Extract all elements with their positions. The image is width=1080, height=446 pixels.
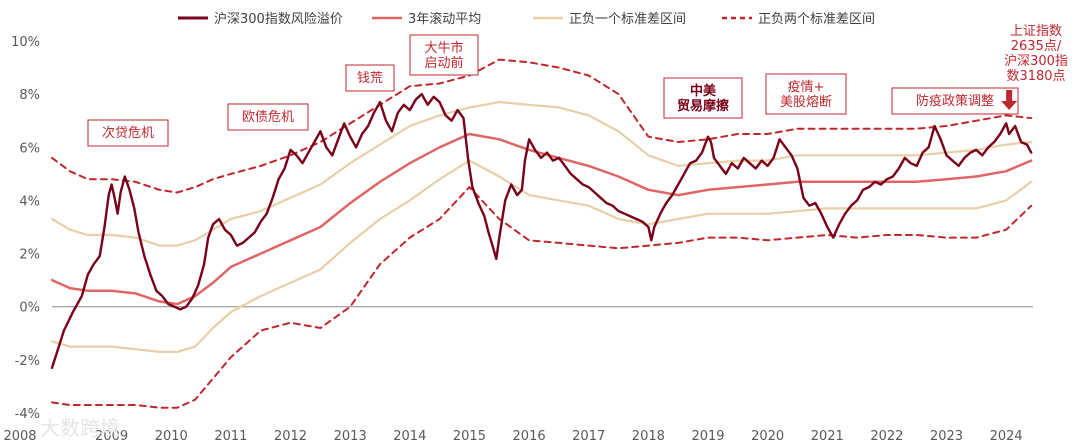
down-arrow-icon [1001, 90, 1018, 110]
band-one-sd-line [50, 101, 1033, 247]
annotation-text: 疫情+ [788, 79, 825, 95]
y-tick-label: 4% [19, 194, 40, 209]
y-tick-label: 10% [11, 35, 40, 50]
x-tick-label: 2009 [95, 429, 128, 444]
annotation-text: 上证指数 [1010, 24, 1062, 39]
x-tick-label: 2023 [930, 429, 963, 444]
annotation-text: 防疫政策调整 [916, 93, 994, 109]
annotation-box [227, 103, 309, 131]
annotation-text: 次贷危机 [102, 125, 154, 141]
x-tick-label: 2021 [811, 429, 844, 444]
x-tick-label: 2020 [751, 429, 784, 444]
band-one-sd-line [50, 159, 1033, 353]
annotation-text: 贸易摩擦 [677, 98, 729, 114]
annotation-callout: 钱荒 [345, 64, 395, 92]
legend-label: 3年滚动平均 [408, 11, 481, 27]
annotation-box [891, 87, 1019, 115]
annotation-box [409, 34, 479, 76]
annotation-text: 钱荒 [357, 71, 383, 86]
x-tick-label: 2011 [214, 429, 247, 444]
x-tick-label: 2022 [870, 429, 903, 444]
x-axis: 2008 2009 2010 2011 2012 2013 2014 2015 2016 2017… [3, 429, 1022, 444]
x-tick-label: 2016 [513, 429, 546, 444]
chart-legend: 沪深300指数风险溢价 3年滚动平均 正负一个标准差区间 正负两个标准差区间 [178, 11, 875, 27]
annotation-text: 数3180点 [1006, 69, 1065, 84]
x-tick-label: 2012 [274, 429, 307, 444]
x-tick-label: 2024 [990, 429, 1023, 444]
y-axis: 10% 8% 6% 4% 2% 0% -2% -4% [11, 35, 40, 422]
annotation-text: 2635点/ [1011, 39, 1062, 54]
x-tick-label: 2008 [3, 429, 36, 444]
annotation-callout: 疫情+美股熔断 [765, 73, 847, 115]
y-tick-label: 2% [19, 248, 40, 263]
annotation-callout: 欧债危机 [227, 103, 309, 131]
band-two-sd-line [51, 186, 1033, 409]
annotation-text: 启动前 [424, 55, 463, 71]
y-tick-label: -4% [15, 407, 40, 422]
annotation-text: 大牛市 [424, 40, 463, 56]
watermark: 大数跨境 [40, 416, 120, 440]
risk-premium-line [50, 92, 1033, 369]
annotation-text: 欧债危机 [242, 110, 294, 125]
annotation-box [345, 64, 395, 92]
annotation-box [87, 119, 169, 147]
series-layer [50, 58, 1033, 409]
legend-label: 正负一个标准差区间 [569, 12, 686, 27]
legend-label: 沪深300指数风险溢价 [214, 11, 343, 27]
x-tick-label: 2015 [453, 429, 486, 444]
y-tick-label: 6% [19, 141, 40, 156]
x-tick-label: 2018 [632, 429, 665, 444]
x-tick-label: 2013 [334, 429, 367, 444]
y-tick-label: 8% [19, 88, 40, 103]
x-tick-label: 2010 [155, 429, 188, 444]
y-tick-label: 0% [19, 301, 40, 316]
annotation-callout: 次贷危机 [87, 119, 169, 147]
x-tick-label: 2019 [691, 429, 724, 444]
watermark-text: 大数跨境 [40, 416, 120, 440]
annotation-text: 中美 [690, 83, 717, 99]
arrow-head [1001, 101, 1018, 110]
arrow-shaft [1006, 90, 1013, 102]
legend-label: 正负两个标准差区间 [758, 12, 875, 27]
rolling-average-line [50, 132, 1033, 306]
annotation-box [663, 77, 743, 119]
x-tick-label: 2014 [393, 429, 426, 444]
annotation-text: 沪深300指 [1004, 53, 1068, 69]
annotation-box [765, 73, 847, 115]
band-two-sd-line [51, 58, 1033, 194]
annotation-callout: 防疫政策调整 [891, 87, 1019, 115]
y-tick-label: -2% [15, 354, 40, 369]
annotation-text: 美股熔断 [780, 95, 832, 110]
x-tick-label: 2017 [572, 429, 605, 444]
